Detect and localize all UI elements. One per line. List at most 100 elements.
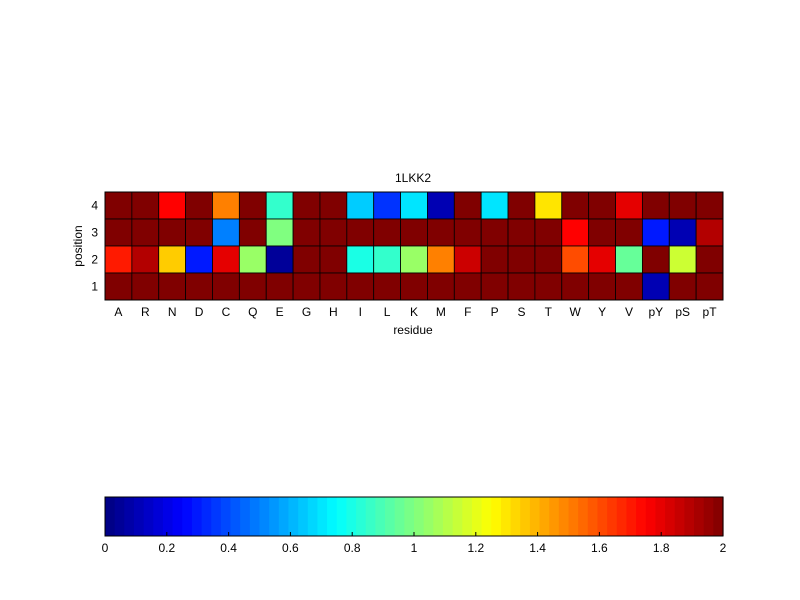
- colorbar-segment: [105, 497, 116, 536]
- heatmap-cell-D-2: [185, 245, 213, 274]
- heatmap-cell-P-1: [480, 272, 509, 301]
- heatmap-cell-C-3: [212, 218, 240, 247]
- colorbar-tick-0.2: 0.2: [158, 541, 175, 555]
- x-tick-pY: pY: [648, 305, 663, 319]
- colorbar-segment: [713, 497, 724, 536]
- colorbar-segment: [703, 497, 714, 536]
- heatmap-cell-D-3: [185, 218, 213, 247]
- chart-title: 1LKK2: [395, 171, 431, 185]
- x-tick-Q: Q: [248, 305, 257, 319]
- x-tick-Y: Y: [598, 305, 606, 319]
- x-tick-D: D: [195, 305, 204, 319]
- heatmap-cell-S-4: [507, 191, 536, 220]
- colorbar-segment: [616, 497, 628, 536]
- heatmap-cell-L-3: [373, 218, 401, 247]
- colorbar-segment: [414, 497, 425, 536]
- heatmap-cell-pY-4: [641, 191, 670, 220]
- colorbar-tick-1: 1: [411, 541, 418, 555]
- heatmap-cell-V-4: [615, 191, 643, 220]
- heatmap-cell-S-3: [507, 218, 536, 247]
- heatmap-cell-pY-1: [641, 272, 670, 301]
- heatmap-cell-L-2: [373, 245, 401, 274]
- colorbar-segment: [539, 497, 550, 536]
- colorbar-segment: [162, 497, 174, 536]
- colorbar-segment: [549, 497, 560, 536]
- colorbar-segment: [500, 497, 512, 536]
- x-tick-W: W: [570, 305, 582, 319]
- colorbar-tick-0.4: 0.4: [220, 541, 237, 555]
- heatmap-cell-E-2: [265, 245, 294, 274]
- heatmap-grid: [104, 191, 724, 301]
- x-tick-T: T: [545, 305, 553, 319]
- heatmap-cell-G-4: [292, 191, 321, 220]
- heatmap-cell-G-1: [292, 272, 321, 301]
- heatmap-cell-V-1: [615, 272, 643, 301]
- heatmap-cell-R-2: [131, 245, 160, 274]
- colorbar-segment: [645, 497, 657, 536]
- heatmap-cell-pS-1: [668, 272, 697, 301]
- heatmap-cell-P-4: [480, 191, 509, 220]
- colorbar-segment: [433, 497, 444, 536]
- y-tick-1: 1: [91, 280, 98, 294]
- colorbar-segment: [124, 497, 135, 536]
- colorbar-segment: [114, 497, 125, 536]
- heatmap-cell-pT-2: [695, 245, 724, 274]
- heatmap-cell-pS-3: [668, 218, 697, 247]
- colorbar-segment: [568, 497, 579, 536]
- colorbar-segment: [375, 497, 386, 536]
- colorbar-segment: [471, 497, 483, 536]
- heatmap-cell-Q-4: [238, 191, 267, 220]
- colorbar-segment: [240, 497, 251, 536]
- heatmap-cell-F-1: [453, 272, 482, 301]
- x-tick-L: L: [384, 305, 391, 319]
- colorbar-segment: [307, 497, 319, 536]
- colorbar: [105, 497, 724, 536]
- heatmap-cell-A-2: [104, 245, 133, 274]
- heatmap-cell-V-2: [615, 245, 643, 274]
- heatmap-cell-pY-2: [641, 245, 670, 274]
- x-tick-pT: pT: [703, 305, 718, 319]
- colorbar-segment: [230, 497, 241, 536]
- heatmap-cell-S-1: [507, 272, 536, 301]
- heatmap-cell-K-2: [400, 245, 428, 274]
- heatmap-cell-M-2: [427, 245, 455, 274]
- heatmap-cell-A-4: [104, 191, 133, 220]
- colorbar-segment: [278, 497, 290, 536]
- heatmap-cell-K-3: [400, 218, 428, 247]
- colorbar-tick-0: 0: [102, 541, 109, 555]
- x-axis-label: residue: [393, 323, 433, 337]
- y-axis-label: position: [71, 225, 85, 266]
- heatmap-cell-C-4: [212, 191, 240, 220]
- heatmap-cell-pS-4: [668, 191, 697, 220]
- heatmap-cell-W-4: [561, 191, 590, 220]
- colorbar-segment: [587, 497, 599, 536]
- heatmap-cell-pY-3: [641, 218, 670, 247]
- heatmap-cell-D-4: [185, 191, 213, 220]
- colorbar-tick-1.2: 1.2: [467, 541, 484, 555]
- x-tick-F: F: [464, 305, 471, 319]
- heatmap-cell-R-3: [131, 218, 160, 247]
- heatmap-cell-pT-3: [695, 218, 724, 247]
- colorbar-segment: [626, 497, 637, 536]
- heatmap-cell-F-4: [453, 191, 482, 220]
- colorbar-segment: [327, 497, 338, 536]
- colorbar-segment: [694, 497, 705, 536]
- colorbar-segment: [529, 497, 541, 536]
- y-tick-2: 2: [91, 253, 98, 267]
- heatmap-cell-Q-2: [238, 245, 267, 274]
- heatmap-cell-Y-1: [588, 272, 616, 301]
- heatmap-cell-I-4: [346, 191, 375, 220]
- x-tick-N: N: [168, 305, 177, 319]
- x-tick-R: R: [141, 305, 150, 319]
- colorbar-segment: [346, 497, 357, 536]
- colorbar-segment: [201, 497, 212, 536]
- heatmap-cell-N-3: [158, 218, 187, 247]
- colorbar-segment: [191, 497, 203, 536]
- heatmap-cell-T-2: [534, 245, 563, 274]
- heatmap-cell-pT-4: [695, 191, 724, 220]
- heatmap-cell-H-4: [319, 191, 348, 220]
- heatmap-cell-E-4: [265, 191, 294, 220]
- heatmap-cell-I-2: [346, 245, 375, 274]
- x-tick-K: K: [410, 305, 418, 319]
